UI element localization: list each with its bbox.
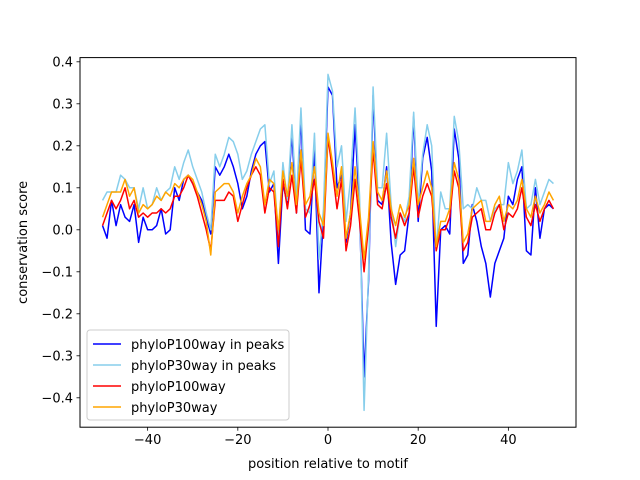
x-axis-ticks: −40 −20 0 20 40: [134, 427, 517, 448]
series-lines: [101, 73, 555, 412]
y-tick-label: 0.3: [52, 97, 73, 112]
y-tick-label: 0.2: [52, 139, 73, 154]
legend-label: phyloP30way in peaks: [131, 359, 276, 374]
legend-label: phyloP30way: [131, 401, 218, 416]
x-tick-label: −20: [224, 433, 251, 448]
y-tick-label: −0.1: [41, 265, 73, 280]
legend: phyloP100way in peaks phyloP30way in peak…: [86, 329, 290, 421]
y-tick-label: 0.4: [52, 55, 73, 70]
y-tick-label: −0.2: [41, 307, 73, 322]
x-tick-label: 40: [500, 433, 517, 448]
series-line-phylop30way-in-peaks: [101, 73, 554, 412]
x-tick-label: 0: [324, 433, 332, 448]
x-axis-label: position relative to motif: [248, 457, 408, 472]
y-tick-label: −0.3: [41, 349, 73, 364]
legend-label: phyloP100way: [131, 380, 226, 395]
y-tick-label: −0.4: [41, 391, 73, 406]
legend-box: [86, 329, 290, 421]
legend-label: phyloP100way in peaks: [131, 338, 285, 353]
legend-items: phyloP100way in peaks phyloP30way in peak…: [93, 338, 285, 416]
x-tick-label: 20: [410, 433, 427, 448]
series-line-phylop100way: [101, 136, 555, 273]
y-axis-label: conservation score: [16, 181, 31, 304]
x-tick-label: −40: [134, 433, 161, 448]
y-tick-label: 0.0: [52, 223, 73, 238]
series-line-phylop30way: [101, 132, 555, 260]
y-axis-ticks: −0.4 −0.3 −0.2 −0.1 0.0 0.1 0.2 0.3 0.4: [41, 55, 80, 406]
y-tick-label: 0.1: [52, 181, 73, 196]
